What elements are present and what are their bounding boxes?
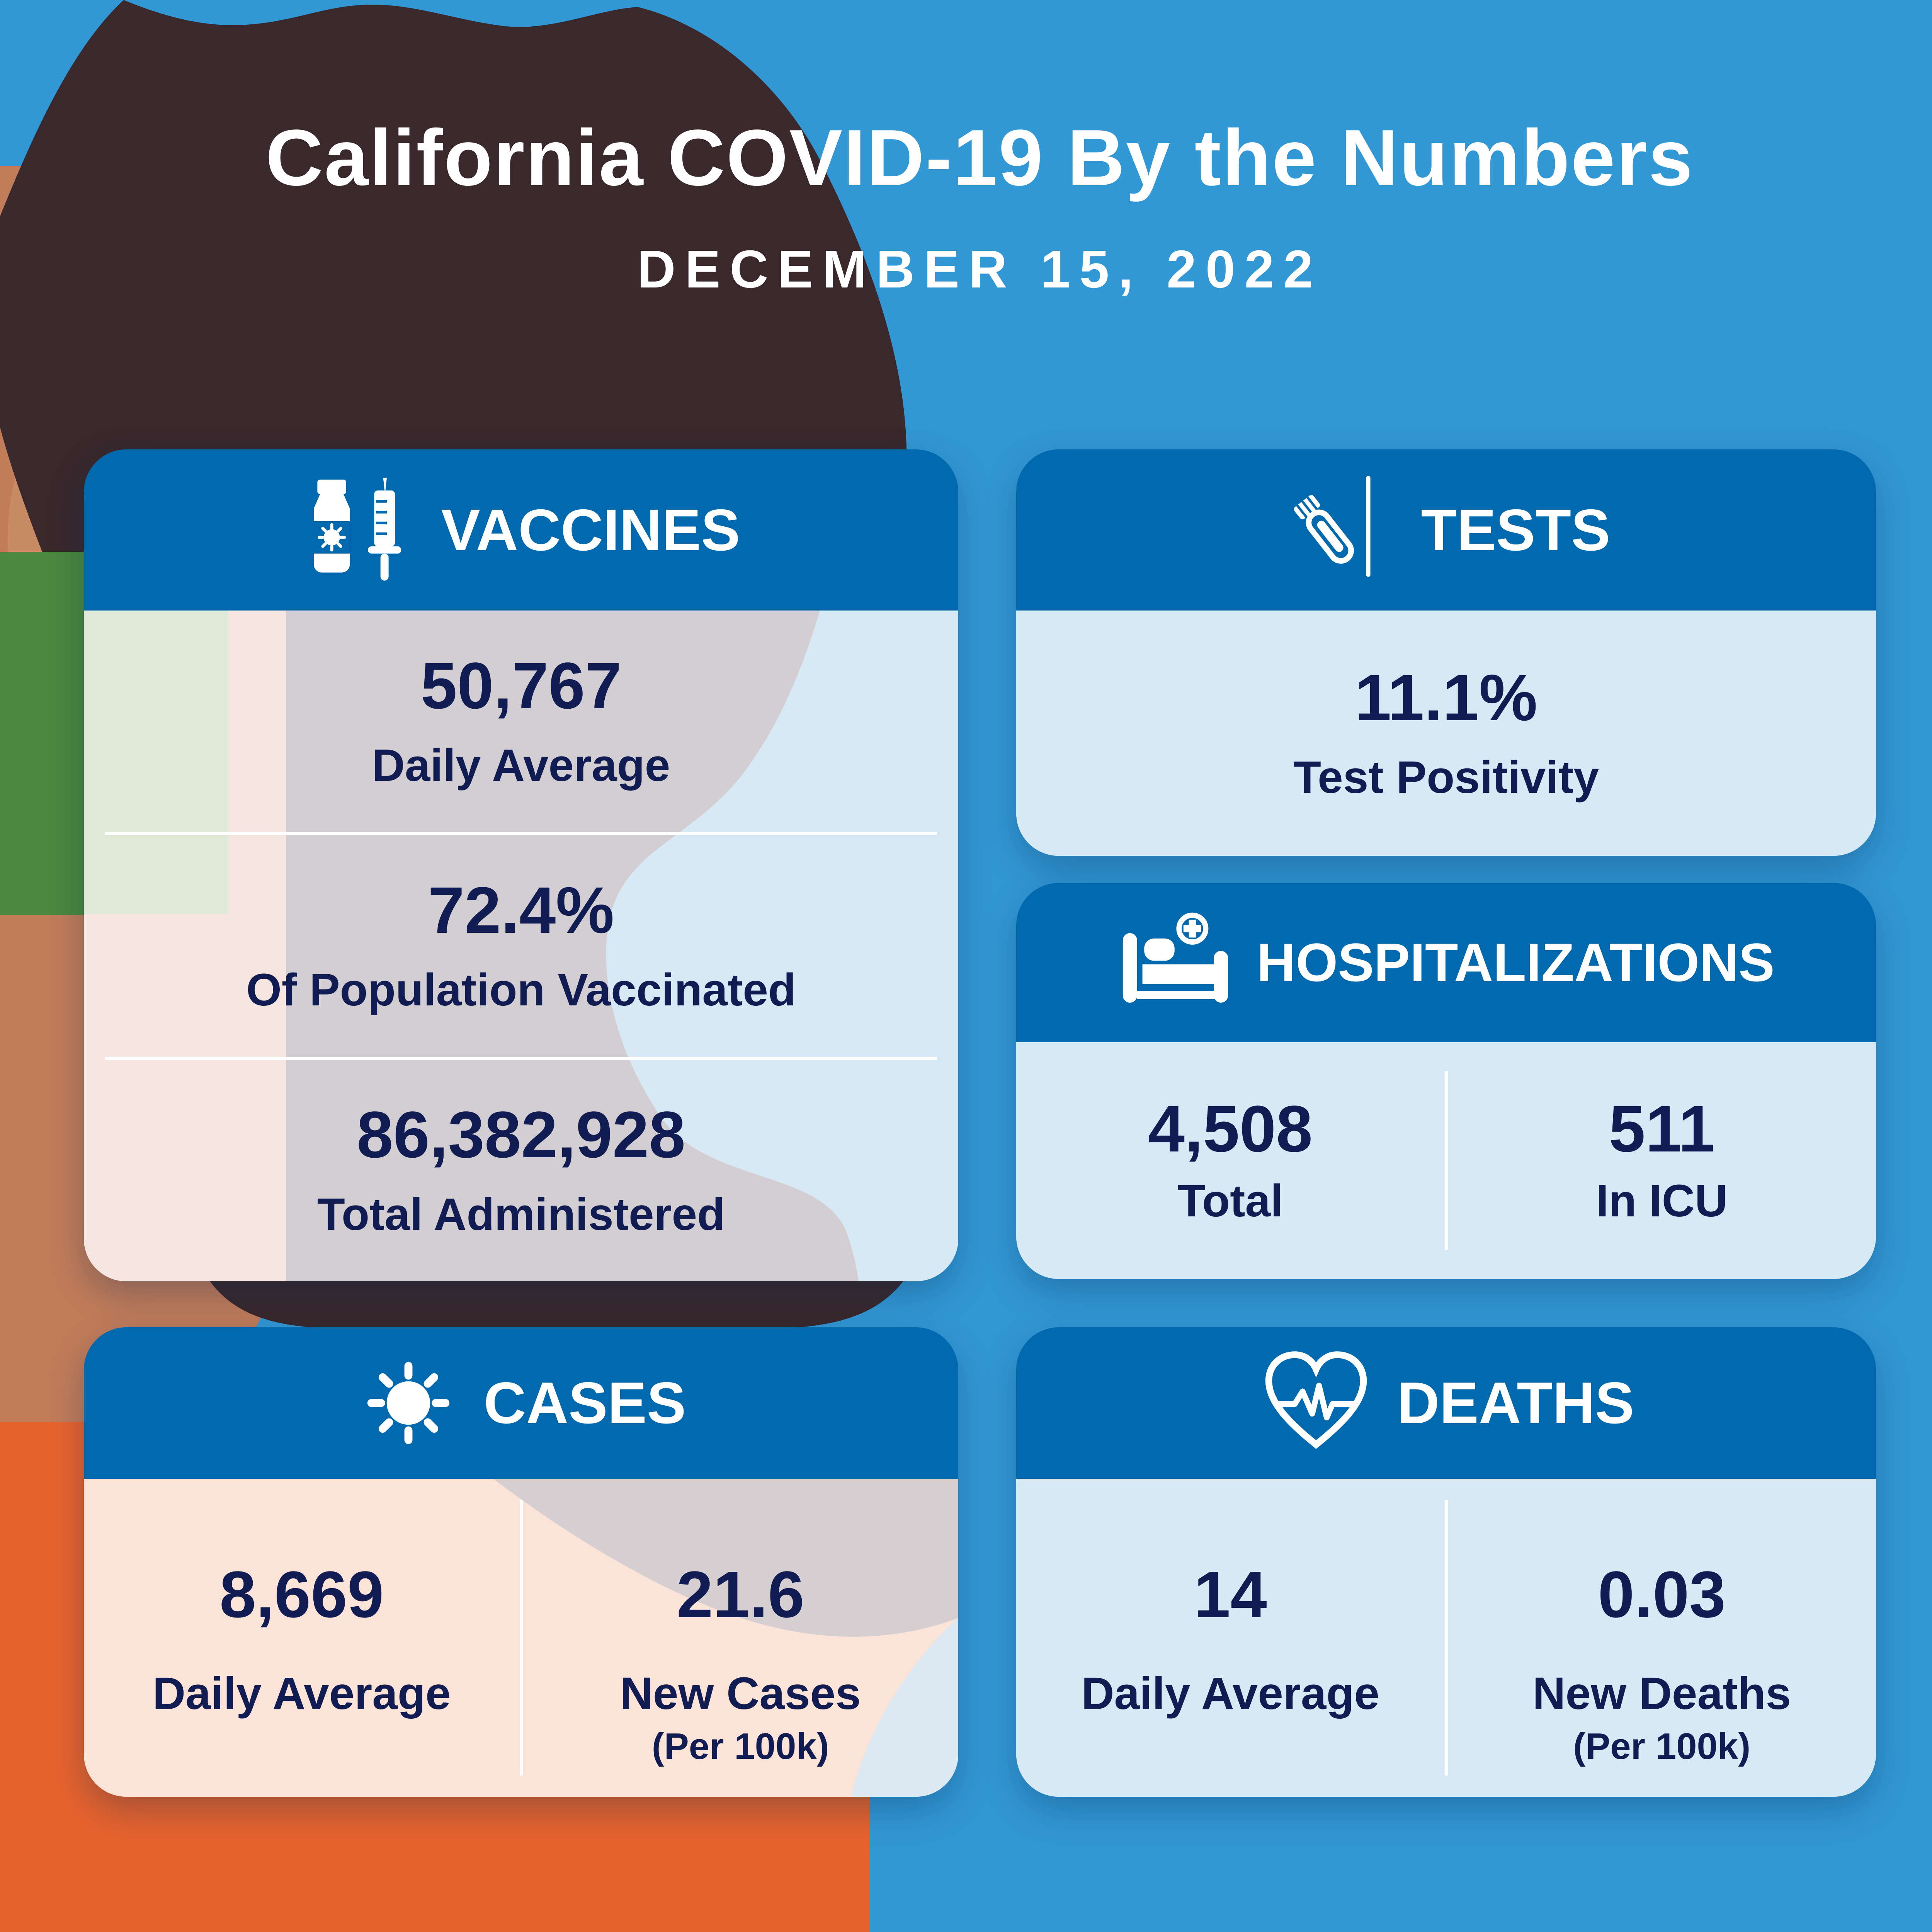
vaccines-card-background-tints xyxy=(84,611,859,1281)
vaccines-total-stat: 86,382,928 Total Administered xyxy=(84,1060,958,1281)
tests-card-header: TESTS xyxy=(1016,449,1876,611)
test-tube-swab-icon xyxy=(1294,476,1371,577)
stat-value: 72.4% xyxy=(428,874,614,947)
stat-value: 21.6 xyxy=(676,1558,804,1631)
divider xyxy=(105,1056,937,1060)
divider xyxy=(519,1500,523,1776)
page-date: DECEMBER 15, 2022 xyxy=(637,240,1323,299)
stat-label: In ICU xyxy=(1596,1175,1728,1226)
heart-ekg-icon xyxy=(1265,1351,1367,1449)
card-title: CASES xyxy=(483,1370,686,1436)
card-title: VACCINES xyxy=(441,497,740,563)
deaths-card: 14 Daily Average 0.03 New Deaths (Per 10… xyxy=(1016,1327,1876,1797)
hospitalizations-icu-stat: 511 In ICU xyxy=(1448,1042,1876,1279)
stat-label: New Deaths xyxy=(1532,1668,1791,1719)
stat-value: 0.03 xyxy=(1598,1558,1726,1631)
stat-label: Of Population Vaccinated xyxy=(246,964,796,1016)
stat-value: 4,508 xyxy=(1148,1092,1313,1166)
tests-card: 11.1% Test Positivity TESTS xyxy=(1016,449,1876,856)
stat-label: Test Positivity xyxy=(1293,752,1599,803)
deaths-new-deaths-stat: 0.03 New Deaths (Per 100k) xyxy=(1448,1479,1876,1797)
stat-label: New Cases xyxy=(620,1668,861,1719)
deaths-card-header: DEATHS xyxy=(1016,1327,1876,1479)
cases-card-background-tints xyxy=(493,1479,958,1797)
card-title: DEATHS xyxy=(1397,1370,1634,1436)
hospitalizations-card-body: 4,508 Total 511 In ICU xyxy=(1016,1042,1876,1279)
stat-label: Total Administered xyxy=(317,1189,725,1240)
divider xyxy=(1444,1500,1448,1776)
divider xyxy=(105,832,937,835)
cases-new-cases-stat: 21.6 New Cases (Per 100k) xyxy=(523,1479,959,1797)
hospital-bed-icon xyxy=(1123,912,1228,1003)
stat-value: 8,669 xyxy=(219,1558,384,1631)
hospitalizations-card-header: HOSPITALIZATIONS xyxy=(1016,883,1876,1042)
card-title: TESTS xyxy=(1421,497,1611,563)
card-title: HOSPITALIZATIONS xyxy=(1257,932,1775,993)
vaccines-card-body: 50,767 Daily Average 72.4% Of Population… xyxy=(84,611,958,1281)
vaccines-population-stat: 72.4% Of Population Vaccinated xyxy=(84,835,958,1056)
stat-value: 86,382,928 xyxy=(357,1098,685,1172)
hospitalizations-card: 4,508 Total 511 In ICU HO xyxy=(1016,883,1876,1279)
stat-label: Total xyxy=(1177,1175,1283,1226)
tests-card-body: 11.1% Test Positivity xyxy=(1016,611,1876,856)
stat-sublabel: (Per 100k) xyxy=(1573,1725,1751,1767)
stat-label: Daily Average xyxy=(1081,1668,1380,1719)
stat-value: 511 xyxy=(1609,1092,1715,1166)
cases-card: 8,669 Daily Average 21.6 New Cases (Per … xyxy=(84,1327,958,1797)
vaccines-card: 50,767 Daily Average 72.4% Of Population… xyxy=(84,449,958,1281)
stat-label: Daily Average xyxy=(372,740,670,791)
stat-sublabel: (Per 100k) xyxy=(651,1725,829,1767)
page-title: California COVID-19 By the Numbers xyxy=(265,113,1694,202)
vaccines-card-header: VACCINES xyxy=(84,449,958,611)
divider xyxy=(1444,1071,1448,1250)
deaths-card-body: 14 Daily Average 0.03 New Deaths (Per 10… xyxy=(1016,1479,1876,1797)
hospitalizations-total-stat: 4,508 Total xyxy=(1016,1042,1445,1279)
deaths-daily-average-stat: 14 Daily Average xyxy=(1016,1479,1445,1797)
cases-daily-average-stat: 8,669 Daily Average xyxy=(84,1479,520,1797)
stat-label: Daily Average xyxy=(152,1668,451,1719)
stat-value: 50,767 xyxy=(420,649,622,723)
virus-icon xyxy=(367,1362,449,1444)
stat-value: 14 xyxy=(1194,1558,1267,1631)
vaccines-daily-average-stat: 50,767 Daily Average xyxy=(84,611,958,832)
vaccine-vial-syringe-icon xyxy=(314,478,401,581)
stat-value: 11.1% xyxy=(1355,661,1537,735)
cases-card-body: 8,669 Daily Average 21.6 New Cases (Per … xyxy=(84,1479,958,1797)
cases-card-header: CASES xyxy=(84,1327,958,1479)
